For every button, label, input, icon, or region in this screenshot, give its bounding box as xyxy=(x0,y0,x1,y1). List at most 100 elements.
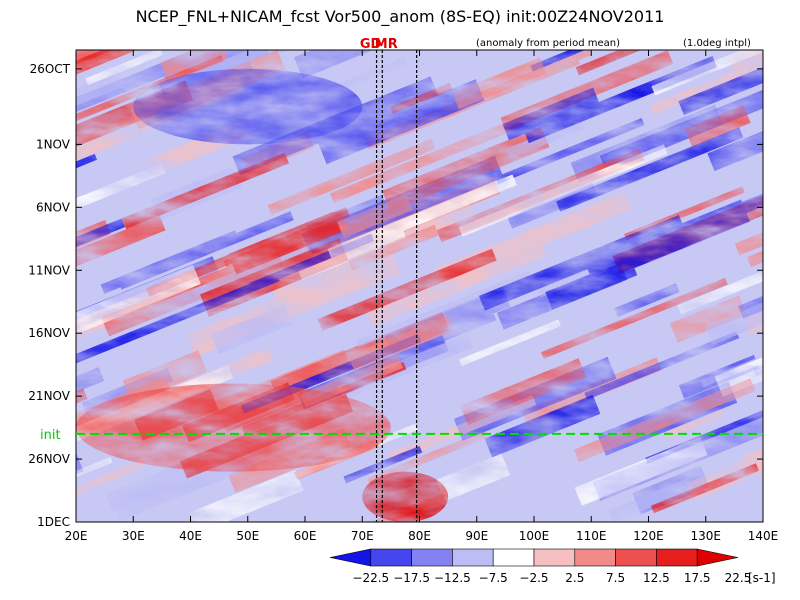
colorbar-swatch xyxy=(574,548,616,567)
colorbar-level-label: 22.5 xyxy=(725,571,752,585)
field-streak xyxy=(460,358,587,425)
field-streak xyxy=(317,248,497,331)
field-streak xyxy=(76,459,146,522)
colorbar-level-label: −7.5 xyxy=(479,571,508,585)
field-streak xyxy=(502,87,600,141)
feature-blob xyxy=(362,471,449,522)
field-streak xyxy=(210,304,292,355)
field-streak xyxy=(121,152,290,230)
field-streak xyxy=(782,354,800,438)
field-streak xyxy=(663,409,725,440)
y-tick-label: 26NOV xyxy=(28,452,70,466)
marker-label-mr: MR xyxy=(375,37,398,52)
field-streak xyxy=(337,194,413,238)
colorbar-unit: [s-1] xyxy=(748,571,776,585)
field-streak xyxy=(608,478,694,522)
y-tick-label: 11NOV xyxy=(28,263,70,277)
field-streak xyxy=(122,350,207,403)
field-streak xyxy=(390,82,453,114)
colorbar-swatch xyxy=(452,548,494,567)
field-streak xyxy=(556,127,744,212)
colorbar-level-label: −12.5 xyxy=(434,571,471,585)
colorbar-level-label: 7.5 xyxy=(606,571,625,585)
x-tick-label: 90E xyxy=(465,529,488,543)
colorbar-swatch xyxy=(533,548,576,567)
colorbar-level-label: −17.5 xyxy=(393,571,430,585)
field-streak xyxy=(584,331,740,400)
field-streak xyxy=(367,430,488,486)
field-streak xyxy=(530,50,696,72)
field-streak xyxy=(524,56,717,144)
field-streak xyxy=(76,70,125,135)
field-streak xyxy=(540,277,728,359)
y-tick-label: 1DEC xyxy=(37,515,70,529)
colorbar-swatch xyxy=(656,548,698,567)
field-streak xyxy=(76,457,113,498)
field-streak xyxy=(76,215,166,296)
field-streak xyxy=(614,283,680,317)
field-streak xyxy=(778,381,800,465)
field-streak xyxy=(330,116,524,204)
anomaly-field xyxy=(76,24,800,522)
field-streak xyxy=(704,292,763,345)
feature-strong_positive xyxy=(362,471,449,522)
field-streak xyxy=(650,463,759,514)
field-streak xyxy=(790,331,800,381)
field-streak xyxy=(573,378,756,463)
x-tick-label: 20E xyxy=(65,529,88,543)
colorbar-level-label: −2.5 xyxy=(519,571,548,585)
field-streak xyxy=(160,50,228,84)
field-streak xyxy=(707,125,763,172)
colorbar-level-label: 12.5 xyxy=(643,571,670,585)
feature-blob xyxy=(76,383,391,472)
x-tick-label: 30E xyxy=(122,529,145,543)
field-streak xyxy=(367,241,547,326)
feature-blob xyxy=(133,68,363,145)
colorbar-swatch xyxy=(615,548,657,567)
field-streak xyxy=(85,50,163,86)
x-tick-label: 100E xyxy=(519,529,550,543)
axes-group: 20E 30E 40E 50E 60E 70E 80E 90E 100E 110E 120E 130E… xyxy=(28,50,778,543)
field-streak xyxy=(764,427,800,465)
field-streak xyxy=(76,50,161,93)
colorbar-swatch xyxy=(370,548,412,567)
field-streak xyxy=(267,138,436,215)
field-streak xyxy=(458,319,562,367)
field-streak xyxy=(677,268,763,315)
field-streak xyxy=(789,471,800,518)
field-streak xyxy=(684,104,751,147)
colorbar-swatch xyxy=(492,548,535,567)
y-tick-label: 1NOV xyxy=(36,137,71,151)
field-streak xyxy=(327,174,517,260)
x-tick-label: 120E xyxy=(633,529,664,543)
field-streak xyxy=(495,118,645,185)
x-tick-label: 140E xyxy=(748,529,779,543)
field-streak xyxy=(768,24,800,88)
colorbar-swatch xyxy=(696,548,739,567)
colorbar-swatch xyxy=(411,548,453,567)
field-streak xyxy=(294,50,406,79)
x-tick-label: 40E xyxy=(179,529,202,543)
field-streak xyxy=(318,79,485,165)
field-streak xyxy=(452,57,547,109)
field-streak xyxy=(355,270,532,348)
field-streak xyxy=(669,295,747,343)
field-streak xyxy=(784,217,800,313)
colorbar: −22.5 −17.5 −12.5 −7.5 −2.5 2.5 7.5 12.5 17.5 22.… xyxy=(329,548,776,585)
y-tick-label: 6NOV xyxy=(36,200,71,214)
chart-title: NCEP_FNL+NICAM_fcst Vor500_anom (8S-EQ) … xyxy=(136,7,665,27)
field-streak xyxy=(76,367,105,423)
field-streak xyxy=(786,64,800,133)
y-tick-label: 21NOV xyxy=(28,389,70,403)
colorbar-swatch xyxy=(329,548,372,567)
field-streak xyxy=(117,211,294,290)
field-streak xyxy=(298,229,407,281)
x-tick-label: 60E xyxy=(294,529,317,543)
feature-positive_band xyxy=(76,383,391,472)
field-streak xyxy=(775,124,800,202)
field-streak xyxy=(484,394,601,458)
colorbar-level-label: 2.5 xyxy=(565,571,584,585)
field-streak xyxy=(506,118,585,159)
y-tick-label: 26OCT xyxy=(30,62,71,76)
